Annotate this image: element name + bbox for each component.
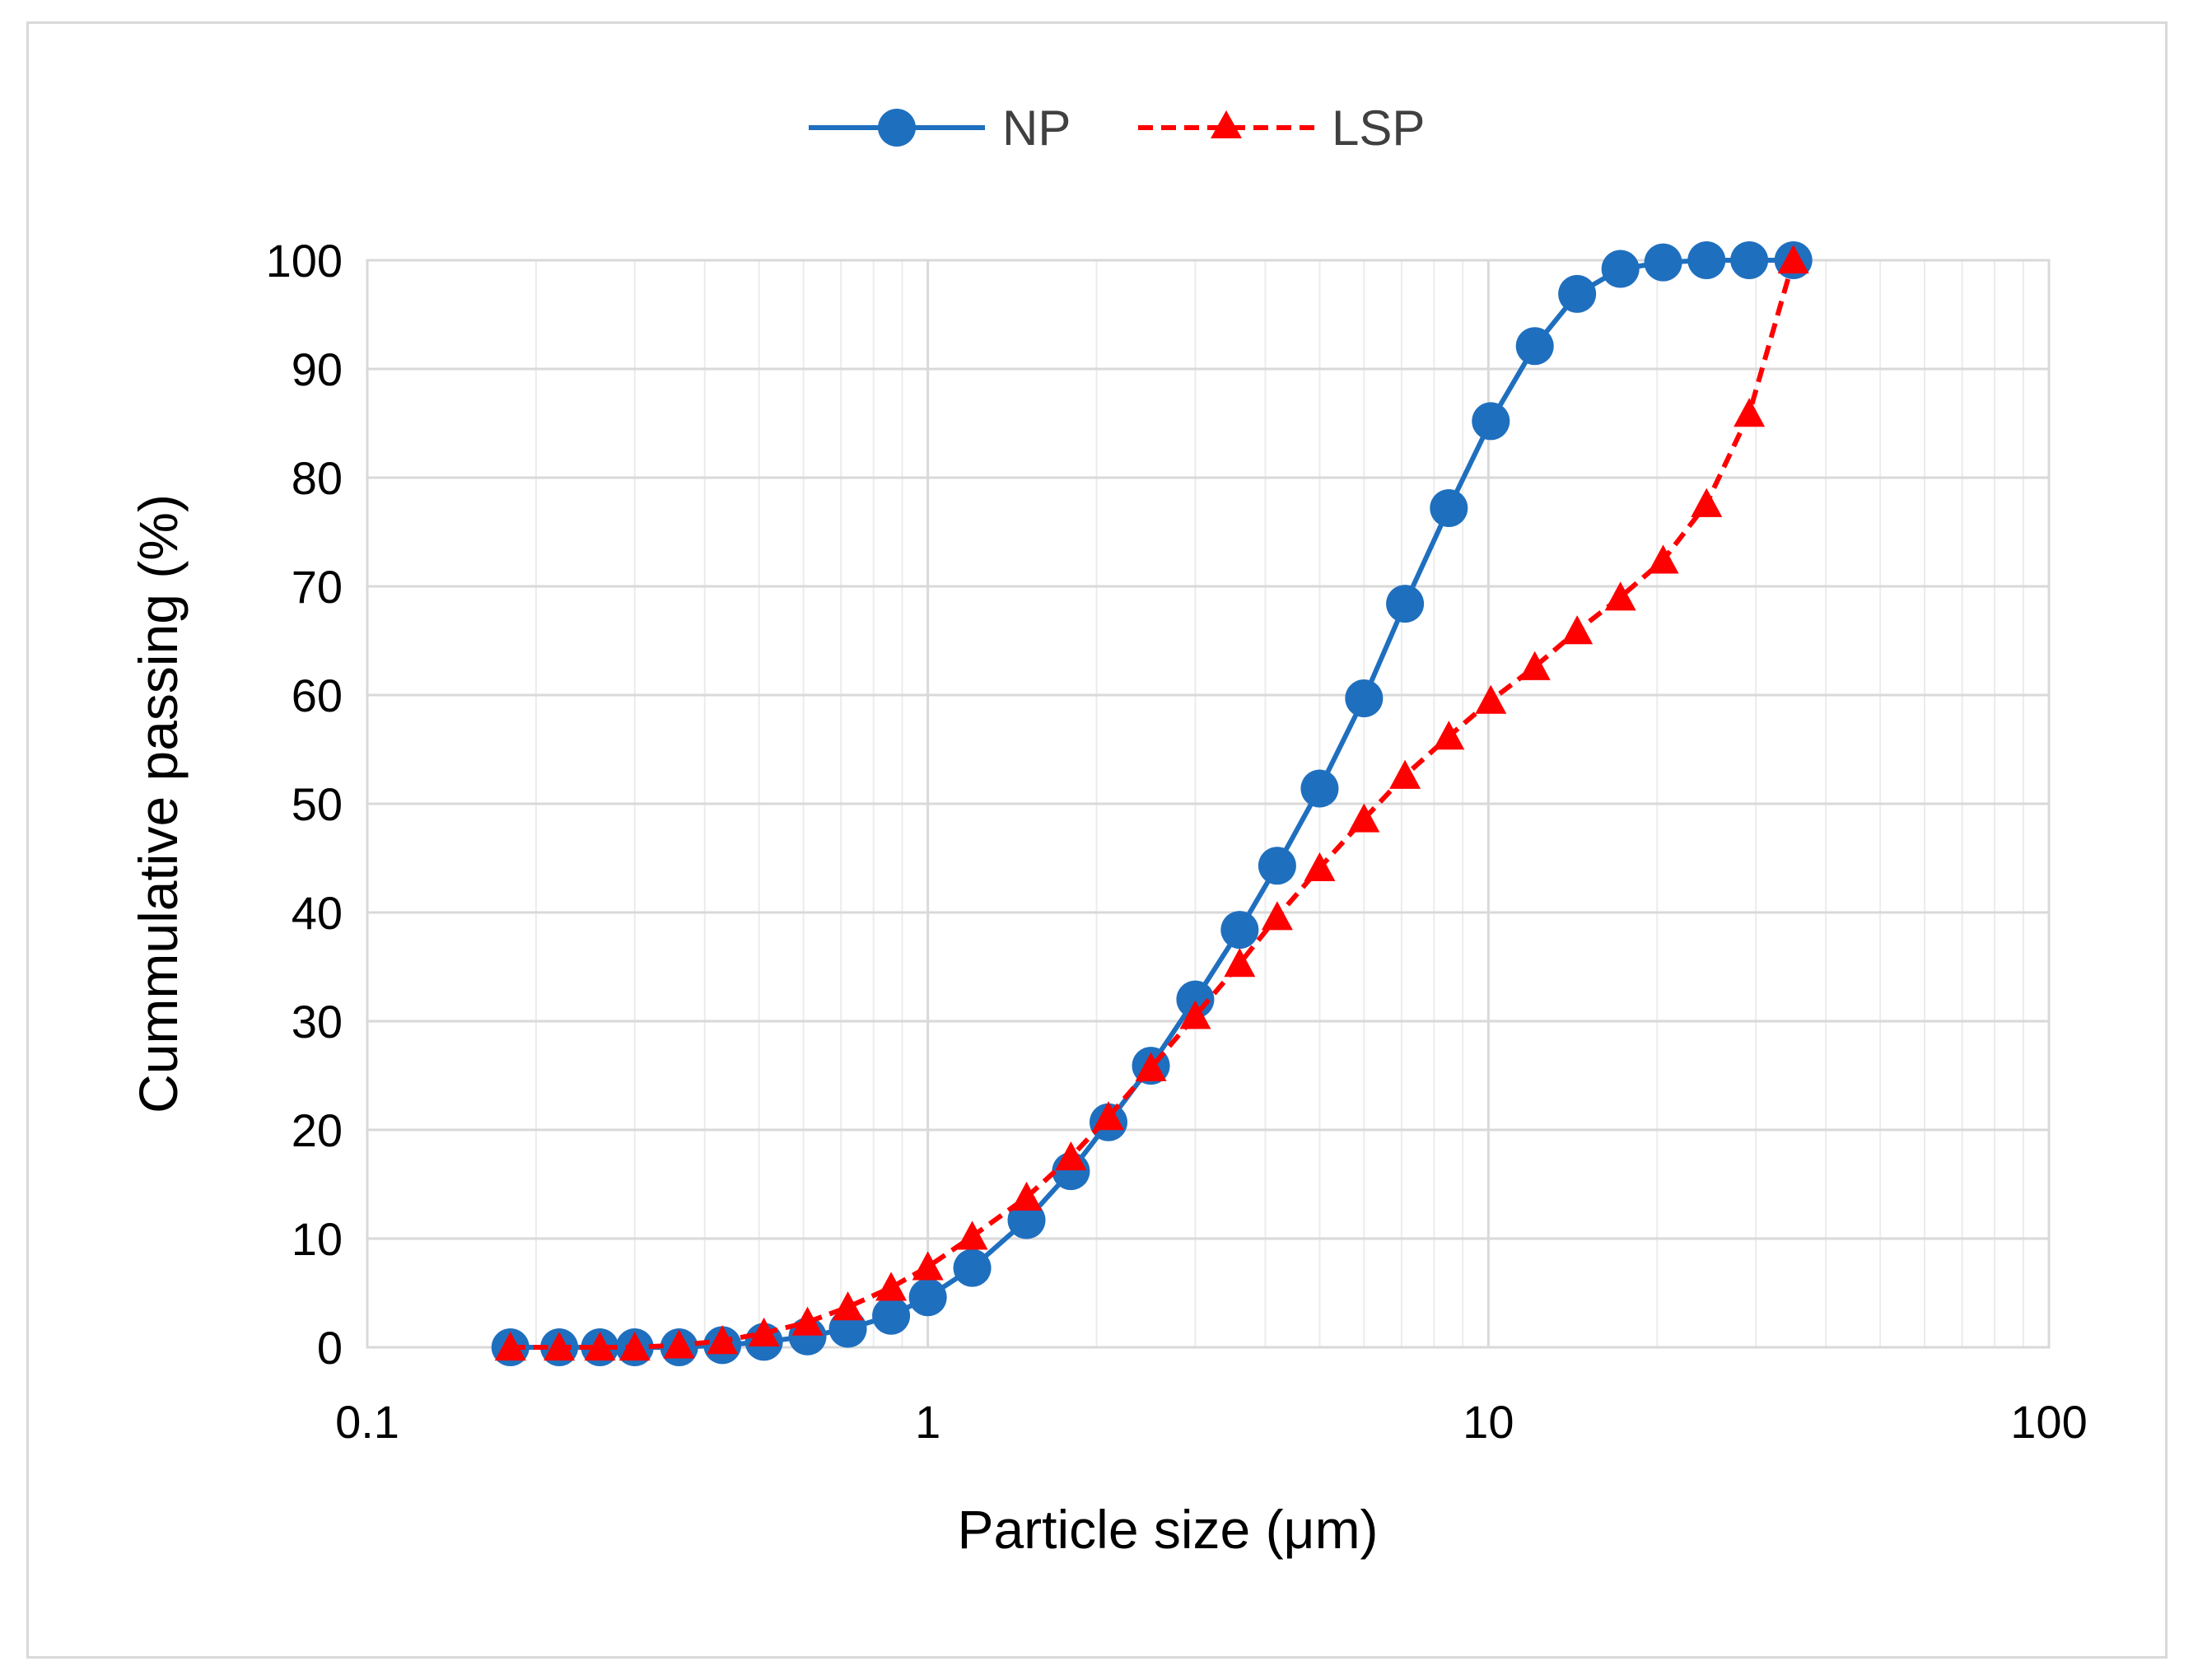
series-lsp-point[interactable] [544, 1332, 576, 1361]
series-np-point[interactable] [1601, 250, 1640, 288]
x-tick-label: 1 [915, 1396, 940, 1448]
series-lsp-point[interactable] [584, 1332, 616, 1361]
y-tick-label: 90 [292, 343, 343, 395]
series-np-point[interactable] [1515, 327, 1554, 366]
series-lsp-point[interactable] [663, 1329, 695, 1359]
series-np-point[interactable] [1258, 847, 1296, 885]
y-tick-labels: 0 10 20 30 40 50 60 70 80 90 100 [266, 235, 343, 1374]
series-lsp-point[interactable] [956, 1220, 988, 1250]
series-lsp-point[interactable] [875, 1272, 908, 1301]
series-lsp-point[interactable] [1734, 398, 1766, 427]
y-tick-label: 100 [266, 235, 343, 287]
series-lsp-point[interactable] [1261, 901, 1293, 931]
y-tick-label: 70 [292, 561, 343, 613]
series-lsp-point[interactable] [791, 1306, 824, 1336]
series-np-point[interactable] [1687, 241, 1726, 279]
series-lsp-point[interactable] [1348, 803, 1380, 833]
series-np-point[interactable] [1472, 402, 1510, 441]
series-lsp-point[interactable] [1604, 581, 1636, 611]
legend-lsp-marker [1211, 110, 1242, 138]
series-np-point[interactable] [908, 1278, 947, 1317]
series-np-point[interactable] [1300, 769, 1339, 808]
series-lsp-point[interactable] [1475, 684, 1507, 714]
series-lsp-point[interactable] [1389, 759, 1421, 789]
x-tick-label: 0.1 [335, 1396, 399, 1448]
y-tick-label: 0 [317, 1322, 343, 1374]
y-tick-label: 20 [292, 1104, 343, 1156]
series-lsp-point[interactable] [1647, 544, 1679, 574]
series-lsp-point[interactable] [1010, 1181, 1043, 1211]
series-lsp-point[interactable] [748, 1317, 780, 1346]
series-lsp-point[interactable] [1691, 488, 1723, 517]
x-tick-label: 100 [2010, 1396, 2087, 1448]
series-lsp [494, 245, 1809, 1361]
series-lsp-point[interactable] [1304, 852, 1336, 882]
x-tick-label: 10 [1463, 1396, 1514, 1448]
legend-np-label: NP [1002, 100, 1071, 156]
series-lsp-point[interactable] [1092, 1101, 1124, 1131]
x-tick-labels: 0.1 1 10 100 [335, 1396, 2088, 1448]
series-np-point[interactable] [1386, 585, 1425, 623]
series-lsp-point[interactable] [1777, 245, 1809, 274]
legend-item-lsp[interactable]: LSP [1138, 100, 1425, 156]
major-gridlines [366, 259, 2051, 1349]
series-lsp-point[interactable] [832, 1291, 864, 1321]
series-np-point[interactable] [1558, 274, 1597, 313]
series-lsp-point[interactable] [1224, 948, 1256, 978]
y-tick-label: 40 [292, 887, 343, 939]
y-tick-label: 50 [292, 778, 343, 830]
legend-item-np[interactable]: NP [809, 100, 1071, 156]
legend: NP LSP [809, 100, 1425, 156]
series-lsp-point[interactable] [1561, 615, 1594, 645]
series-lsp-point[interactable] [1055, 1141, 1087, 1171]
series-np-point[interactable] [872, 1296, 911, 1335]
series-lsp-point[interactable] [1433, 721, 1465, 750]
series-np-point[interactable] [953, 1248, 992, 1287]
series-lsp-point[interactable] [912, 1251, 944, 1281]
series-np-point[interactable] [1345, 679, 1384, 717]
series-np-point[interactable] [1430, 488, 1468, 527]
series-lsp-point[interactable] [1179, 1000, 1211, 1029]
series-np-point[interactable] [1176, 980, 1215, 1019]
y-tick-label: 80 [292, 452, 343, 504]
series-lsp-point[interactable] [707, 1325, 739, 1355]
plot-area-border [366, 259, 2051, 1349]
series-np-point[interactable] [1730, 241, 1769, 279]
y-tick-label: 10 [292, 1213, 343, 1265]
legend-np-marker [878, 109, 916, 147]
legend-lsp-label: LSP [1332, 100, 1425, 156]
series-np-point[interactable] [1220, 911, 1259, 950]
series-layer [491, 241, 1813, 1366]
series-np-point[interactable] [1007, 1201, 1046, 1239]
series-lsp-point[interactable] [1135, 1052, 1167, 1081]
x-axis-title: Particle size (μm) [957, 1499, 1378, 1560]
series-np-point[interactable] [1644, 243, 1682, 282]
y-tick-label: 30 [292, 996, 343, 1048]
series-lsp-point[interactable] [494, 1332, 526, 1361]
y-tick-label: 60 [292, 670, 343, 721]
series-lsp-point[interactable] [1519, 651, 1551, 680]
series-lsp-point[interactable] [618, 1332, 651, 1361]
y-axis-title: Cummulative passing (%) [128, 494, 189, 1113]
